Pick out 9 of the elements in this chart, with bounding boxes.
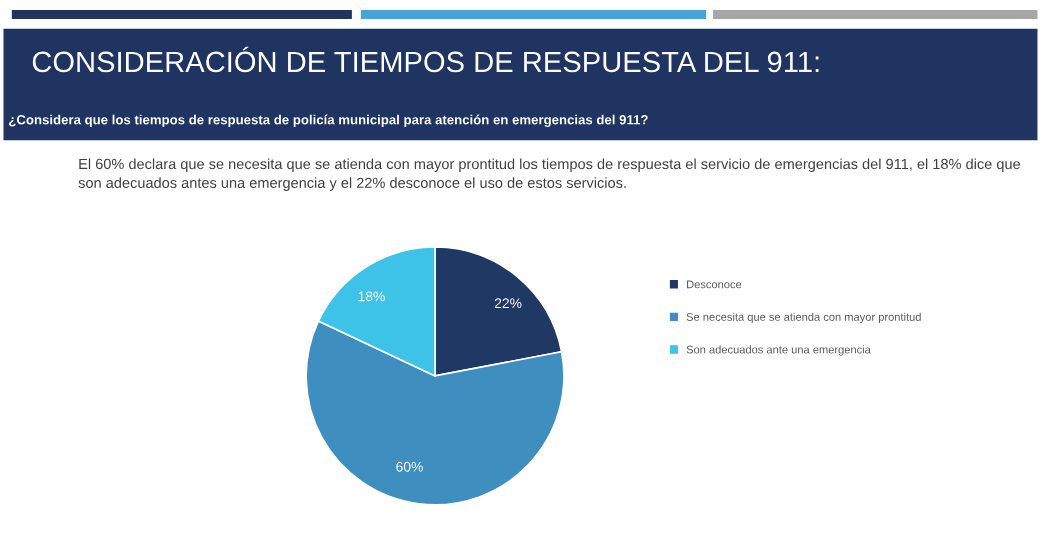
chart-title: CONSIDERACIÓN DE TIEMPOS DE RESPUESTA DEL 911: — [32, 46, 819, 73]
legend-label: Desconoce — [687, 280, 742, 289]
chart-subtitle: ¿Considera que los tiempos de respuesta de policía municipal para atención en emergencias del 911? — [9, 114, 648, 128]
data-label: 60% — [396, 461, 423, 472]
data-label: 22% — [494, 298, 522, 309]
text: El 60% declara que se necesita que se atienda con mayor prontitud los tiempos de respuesta el servicio de emergencias del 911, el 18% dice que son adecuados antes una emergencia y el 22% desconoce el uso de estos servicios. — [78, 158, 1021, 191]
data-label: 18% — [358, 291, 385, 302]
legend-label: Son adecuados ante una emergencia — [686, 345, 871, 356]
legend-label: Se necesita que se atienda con mayor prontitud — [686, 312, 921, 324]
